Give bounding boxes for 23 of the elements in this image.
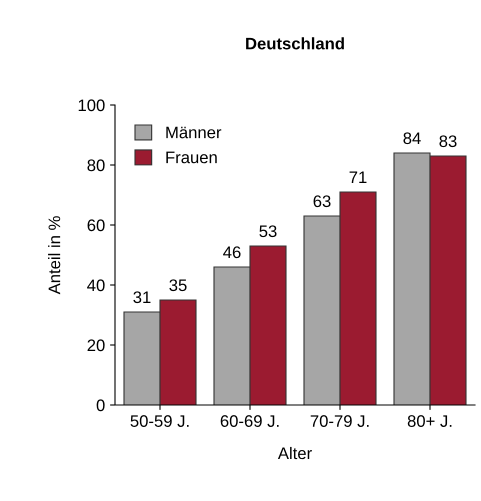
- data-label: 46: [223, 246, 241, 258]
- chart-title: Deutschland: [246, 37, 344, 50]
- data-label: 31: [133, 291, 150, 304]
- x-axis-title: Alter: [278, 446, 312, 460]
- data-label: 35: [169, 279, 187, 292]
- y-tick-label: 0: [96, 399, 105, 412]
- x-tick-label: 80+ J.: [408, 415, 452, 427]
- data-label: 84: [403, 132, 421, 144]
- legend-label: Frauen: [166, 152, 217, 164]
- data-label: 71: [350, 172, 366, 183]
- legend-label: Männer: [166, 126, 222, 138]
- y-tick-label: 40: [87, 279, 105, 292]
- y-axis-title: Anteil in %: [48, 216, 60, 294]
- data-label: 83: [439, 135, 457, 148]
- data-label: 63: [314, 195, 331, 208]
- x-tick-label: 60-69 J.: [220, 415, 279, 427]
- y-tick-label: 100: [78, 99, 105, 112]
- y-tick-label: 80: [87, 159, 105, 172]
- x-tick-label: 50-59 J.: [130, 415, 189, 427]
- y-tick-label: 20: [88, 339, 105, 352]
- x-tick-label: 70-79 J.: [310, 415, 369, 427]
- data-label: 53: [259, 225, 277, 238]
- y-tick-label: 60: [88, 219, 105, 232]
